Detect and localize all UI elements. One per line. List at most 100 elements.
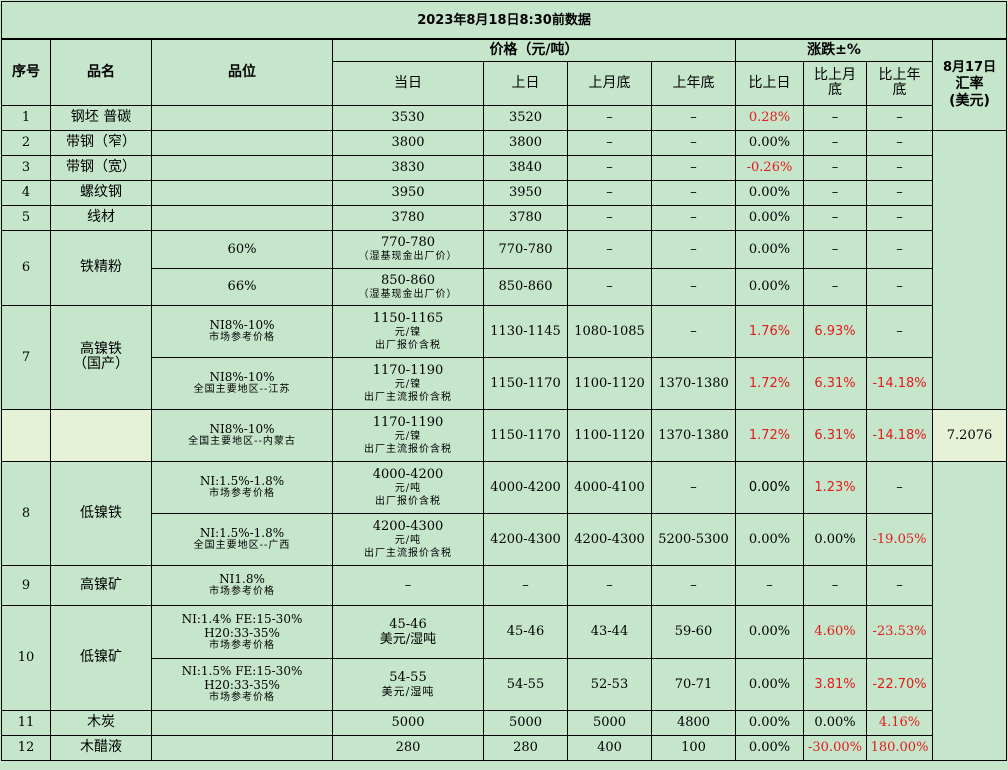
- row-grade: 66%: [151, 267, 333, 306]
- cell-text: 出厂主流报价含税: [364, 547, 452, 559]
- row-chg-month: 0.00%: [803, 512, 867, 566]
- row-chg-year: -19.05%: [866, 512, 933, 566]
- row-prev-day: 770-780: [483, 229, 568, 269]
- row-chg-month: –: [803, 267, 867, 306]
- row-name: [50, 408, 152, 462]
- row-today: 45-46 美元/湿吨: [332, 604, 484, 659]
- row-chg-year: –: [866, 267, 933, 306]
- cell-text: 市场参考价格: [209, 692, 275, 703]
- row-today: 850-860 （湿基现金出厂价）: [332, 267, 484, 306]
- row-prev-day: 54-55: [483, 657, 568, 711]
- row-chg-month: –: [803, 129, 867, 156]
- row-grade: [151, 104, 333, 131]
- row-prev-day: –: [483, 564, 568, 606]
- row-grade: NI:1.5% FE:15-30% H20:33-35% 市场参考价格: [151, 657, 333, 711]
- row-chg-year: -14.18%: [866, 408, 933, 462]
- cell-text: NI:1.5% FE:15-30%: [181, 664, 303, 678]
- row-prev-month: 4200-4300: [567, 512, 652, 566]
- row-today: 770-780 （湿基现金出厂价）: [332, 229, 484, 269]
- row-name: 钢坯 普碳: [50, 104, 152, 131]
- row-chg-day: 1.72%: [735, 408, 804, 462]
- row-chg-month: -30.00%: [803, 734, 867, 761]
- row-chg-day: 0.00%: [735, 267, 804, 306]
- row-chg-day: 0.00%: [735, 512, 804, 566]
- row-chg-month: 4.60%: [803, 604, 867, 659]
- row-prev-day: 3840: [483, 154, 568, 181]
- row-prev-year: –: [651, 204, 736, 231]
- row-prev-year: –: [651, 154, 736, 181]
- cell-text: 市场参考价格: [209, 639, 275, 651]
- row-prev-month: 4000-4100: [567, 460, 652, 514]
- row-grade: [151, 709, 333, 736]
- cell-text: （国产）: [73, 356, 129, 372]
- row-prev-year: 70-71: [651, 657, 736, 711]
- table-row: 5 线材 3780 3780 – – 0.00% – –: [1, 204, 1007, 231]
- table-row: 2 带钢（窄） 3800 3800 – – 0.00% – –: [1, 129, 1007, 156]
- row-prev-day: 3950: [483, 179, 568, 206]
- row-name: 螺纹钢: [50, 179, 152, 206]
- header-prev-day: 上日: [483, 60, 568, 106]
- row-chg-day: 0.00%: [735, 709, 804, 736]
- table-row: NI:1.5%-1.8% 全国主要地区--广西 4200-4300 元/吨 出厂主流报…: [2, 512, 1007, 566]
- row-prev-month: –: [567, 154, 652, 181]
- cell-text: 1170-1190: [372, 362, 444, 378]
- row-grade: NI:1.4% FE:15-30% H20:33-35% 市场参考价格: [151, 604, 333, 659]
- row-chg-day: 0.28%: [735, 104, 804, 131]
- row-prev-day: 4000-4200: [483, 460, 568, 514]
- row-prev-day: 850-860: [483, 267, 568, 306]
- row-chg-day: 0.00%: [735, 604, 804, 659]
- row-chg-month: 6.93%: [803, 304, 867, 358]
- row-today: 5000: [332, 709, 484, 736]
- cell-text: 45-46: [389, 616, 427, 632]
- row-name: 低镍铁: [50, 460, 152, 566]
- row-chg-month: 6.31%: [803, 356, 867, 410]
- row-prev-day: 5000: [483, 709, 568, 736]
- header-name: 品名: [50, 38, 152, 106]
- cell-text: NI:1.5%-1.8%: [199, 526, 285, 540]
- table-row: 8 低镍铁 NI:1.5%-1.8% 市场参考价格 4000-4200 元/吨 出厂报…: [1, 460, 1008, 761]
- row-chg-day: 0.00%: [735, 460, 804, 514]
- table-row: NI:1.5% FE:15-30% H20:33-35% 市场参考价格 54-55 美…: [2, 657, 1007, 711]
- sheet-title: 2023年8月18日8:30前数据: [0, 1, 1008, 40]
- cell-text: （湿基现金出厂价）: [358, 288, 458, 300]
- table-row: 3 带钢（宽） 3830 3840 – – -0.26% – –: [1, 154, 1007, 181]
- cell-text: 4000-4200: [372, 466, 444, 482]
- row-today: 1150-1165 元/镍 出厂报价含税: [332, 304, 484, 358]
- row-seq: 9: [1, 564, 51, 606]
- row-chg-year: 4.16%: [866, 709, 933, 736]
- header-vs-prev-year: 比上年底: [866, 60, 933, 106]
- row-today: 3780: [332, 204, 484, 231]
- cell-text: 底: [892, 82, 907, 98]
- cell-text: （湿基现金出厂价）: [358, 251, 458, 262]
- row-prev-month: –: [567, 179, 652, 206]
- row-prev-month: 1100-1120: [567, 408, 652, 462]
- row-prev-year: 1370-1380: [651, 356, 736, 410]
- row-chg-year: -14.18%: [866, 356, 933, 410]
- cell-text: 54-55: [389, 670, 427, 685]
- row-chg-day: 0.00%: [735, 129, 804, 156]
- row-chg-day: 0.00%: [735, 734, 804, 761]
- row-chg-day: –: [735, 564, 804, 606]
- header-vs-prev-month: 比上月底: [803, 60, 867, 106]
- row-prev-month: 1100-1120: [567, 356, 652, 410]
- row-chg-year: –: [866, 179, 933, 206]
- row-name: 高镍矿: [50, 564, 152, 606]
- row-seq: [1, 408, 51, 462]
- row-chg-year: –: [866, 564, 933, 606]
- row-seq: 3: [1, 154, 51, 181]
- cell-text: NI1.8%: [219, 572, 265, 586]
- row-today: –: [332, 564, 484, 606]
- cell-text: 美元/湿吨: [381, 685, 435, 698]
- row-chg-day: 0.00%: [735, 229, 804, 269]
- row-today: 3830: [332, 154, 484, 181]
- exchange-rate-value: 7.2076: [931, 408, 1008, 462]
- cell-text: 1150-1165: [372, 310, 444, 326]
- row-seq: 12: [1, 734, 51, 761]
- cell-text: 770-780: [380, 235, 436, 250]
- cell-text: 全国主要地区--内蒙古: [188, 436, 296, 447]
- row-name: 低镍矿: [50, 604, 152, 711]
- header-vs-prev-day: 比上日: [735, 60, 804, 106]
- row-prev-year: –: [651, 179, 736, 206]
- table-row: 7 高镍铁 （国产） NI8%-10% 市场参考价格 1150-1165 元/镍 出厂报…: [1, 304, 1007, 410]
